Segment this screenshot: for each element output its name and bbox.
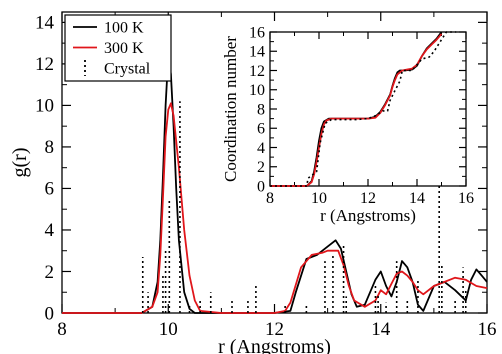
main-y-tick-label: 12: [35, 54, 54, 75]
main-y-tick-label: 6: [45, 179, 55, 200]
inset-x-tick-label: 14: [409, 190, 425, 207]
legend: 100 K 300 K Crystal: [64, 14, 172, 82]
main-y-tick-label: 2: [45, 262, 55, 283]
legend-box: [64, 14, 172, 82]
main-x-tick-label: 14: [371, 319, 391, 340]
main-x-tick-label: 16: [478, 319, 497, 340]
inset-y-axis-title: Coordination number: [221, 36, 240, 182]
inset-y-tick-label: 16: [249, 24, 265, 41]
main-x-axis-title: r (Angstroms): [218, 336, 331, 354]
inset-y-tick-label: 10: [249, 82, 265, 99]
legend-label-crystal: Crystal: [104, 61, 151, 78]
main-y-tick-label: 4: [45, 220, 55, 241]
inset-y-tick-label: 14: [249, 44, 265, 61]
inset-y-tick-label: 6: [257, 121, 265, 138]
inset-frame: [269, 31, 467, 187]
inset-y-tick-label: 2: [257, 159, 265, 176]
main-y-tick-label: 14: [35, 13, 55, 34]
main-y-tick-label: 8: [45, 137, 55, 158]
main-series-300-k-line: [62, 102, 488, 314]
main-y-tick-label: 10: [35, 96, 54, 117]
legend-label-300-k: 300 K: [104, 40, 144, 57]
legend-label-100-k: 100 K: [104, 20, 144, 37]
inset-y-tick-label: 4: [257, 140, 265, 157]
inset-x-tick-label: 10: [311, 190, 327, 207]
inset-y-tick-label: 8: [257, 101, 265, 118]
inset-x-axis-title: r (Angstroms): [320, 206, 416, 225]
inset-x-tick-label: 16: [458, 190, 474, 207]
main-x-tick-label: 10: [159, 319, 178, 340]
inset-x-tick-label: 8: [266, 190, 274, 207]
main-y-tick-label: 0: [45, 303, 55, 324]
inset-y-tick-label: 0: [257, 178, 265, 195]
inset-x-tick-label: 12: [360, 190, 376, 207]
inset-series-group: [270, 31, 457, 187]
inset-axes: 8 10 12 14 16 0 2 4 6 8 10 12 14 16 r (Angstroms) Coord…: [221, 24, 474, 225]
main-x-tick-label: 12: [265, 319, 284, 340]
main-x-tick-label: 8: [57, 319, 67, 340]
inset-series-300-k-line: [270, 33, 443, 187]
inset-y-tick-label: 12: [249, 63, 265, 80]
main-y-axis-title: g(r): [9, 148, 31, 178]
